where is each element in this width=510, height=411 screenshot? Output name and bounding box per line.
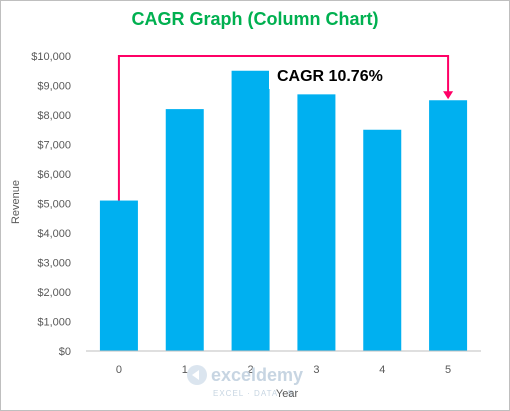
y-tick-label: $5,000 — [37, 199, 71, 211]
cagr-bracket-line — [117, 55, 450, 201]
bar-year-5 — [429, 100, 468, 351]
y-tick-label: $2,000 — [37, 287, 71, 299]
watermark-name: exceldemy — [211, 365, 303, 385]
x-tick-label: 3 — [313, 364, 319, 376]
x-tick-label: 5 — [445, 364, 451, 376]
y-tick-label: $9,000 — [37, 81, 71, 93]
y-tick-label: $8,000 — [37, 110, 71, 122]
y-tick-label: $0 — [59, 346, 71, 358]
bar-year-3 — [297, 94, 336, 351]
y-tick-label: $6,000 — [37, 169, 71, 181]
y-tick-label: $10,000 — [31, 51, 71, 63]
x-axis-ticks: 0 1 2 3 4 5 — [116, 364, 451, 376]
y-tick-label: $4,000 — [37, 228, 71, 240]
y-axis-title: Revenue — [10, 180, 22, 224]
x-tick-label: 4 — [379, 364, 385, 376]
cagr-label-background — [269, 64, 381, 89]
x-tick-label: 2 — [248, 364, 254, 376]
x-tick-label: 1 — [182, 364, 188, 376]
bar-year-0 — [99, 200, 138, 351]
y-axis-ticks: $0 $1,000 $2,000 $3,000 $4,000 $5,000 $6,000 $7… — [31, 51, 71, 358]
y-tick-label: $7,000 — [37, 140, 71, 152]
x-axis-title: Year — [276, 388, 299, 400]
chart-title: CAGR Graph (Column Chart) — [131, 9, 379, 29]
cagr-arrowhead-icon — [443, 91, 454, 100]
y-tick-label: $3,000 — [37, 258, 71, 270]
bar-year-2 — [231, 70, 270, 351]
watermark-tagline: EXCEL · DATA · BI — [213, 389, 297, 398]
x-tick-label: 0 — [116, 364, 122, 376]
y-tick-label: $1,000 — [37, 317, 71, 329]
bar-year-1 — [165, 109, 204, 351]
cagr-label: CAGR 10.76% — [277, 68, 383, 85]
bar-year-4 — [363, 129, 402, 351]
bars-group — [99, 70, 468, 351]
watermark-arrow-icon — [192, 370, 199, 380]
cagr-annotation: CAGR 10.76% — [117, 55, 454, 201]
watermark: exceldemy EXCEL · DATA · BI — [187, 365, 303, 398]
